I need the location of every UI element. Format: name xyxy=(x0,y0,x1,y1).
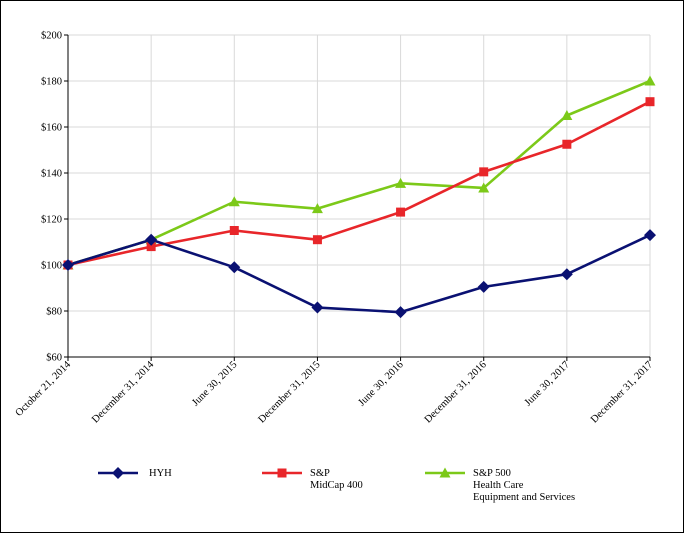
x-tick-label: December 31, 2016 xyxy=(423,359,489,425)
legend-label: S&P 500 xyxy=(473,468,511,479)
y-tick-label: $120 xyxy=(41,215,62,226)
x-tick-label: December 31, 2015 xyxy=(256,359,322,425)
data-point-s-p-500-health-care-equipment-and-services xyxy=(228,196,240,207)
x-tick-label: June 30, 2016 xyxy=(356,359,405,408)
data-point-hyh xyxy=(477,280,490,293)
series-line-s-p-500-health-care-equipment-and-services xyxy=(67,79,651,267)
data-point-s-p-midcap-400 xyxy=(312,235,322,245)
legend-label: MidCap 400 xyxy=(310,480,363,491)
legend-swatch-marker xyxy=(439,467,451,478)
data-point-hyh xyxy=(311,301,324,314)
data-point-hyh xyxy=(394,306,407,319)
x-tick-label: June 30, 2017 xyxy=(523,359,572,408)
data-point-s-p-500-health-care-equipment-and-services xyxy=(311,203,323,214)
series-lines xyxy=(67,79,651,314)
legend-label: S&P xyxy=(310,468,330,479)
data-point-s-p-midcap-400 xyxy=(146,242,156,252)
data-point-s-p-midcap-400 xyxy=(229,226,239,235)
grid-lines xyxy=(68,34,651,358)
series-line-hyh xyxy=(67,233,651,314)
data-point-s-p-500-health-care-equipment-and-services xyxy=(395,177,407,188)
y-tick-label: $60 xyxy=(46,353,62,364)
data-point-hyh xyxy=(228,261,241,274)
data-point-s-p-500-health-care-equipment-and-services xyxy=(478,182,490,193)
data-point-s-p-midcap-400 xyxy=(479,167,489,177)
x-tick-label: June 30, 2015 xyxy=(190,359,239,408)
legend-label: Health Care xyxy=(473,480,524,491)
x-tick-labels: October 21, 2014 December 31, 2014 June 30… xyxy=(14,359,656,426)
y-tick-label: $80 xyxy=(46,307,62,318)
data-point-s-p-midcap-400 xyxy=(645,97,655,107)
data-point-s-p-500-health-care-equipment-and-services xyxy=(561,110,573,120)
legend-swatch-marker xyxy=(277,468,287,478)
x-tick-label: December 31, 2017 xyxy=(589,359,655,425)
legend-label: Equipment and Services xyxy=(473,492,575,503)
y-tick-label: $160 xyxy=(41,123,62,134)
y-tick-label: $100 xyxy=(41,261,62,272)
data-point-hyh xyxy=(62,259,74,271)
data-point-hyh xyxy=(145,233,158,246)
legend-swatch-marker xyxy=(112,467,124,479)
legend-item-hyh: HYH xyxy=(98,467,172,479)
data-point-hyh xyxy=(644,229,656,242)
data-point-s-p-500-health-care-equipment-and-services xyxy=(644,75,656,86)
data-point-s-p-midcap-400 xyxy=(396,207,406,217)
x-tick-label: December 31, 2014 xyxy=(90,359,157,426)
y-tick-label: $180 xyxy=(41,77,62,88)
y-tick-labels: $60 $80 $100 $120 $140 $160 $180 $200 xyxy=(41,31,62,364)
series-markers xyxy=(62,75,656,319)
axes xyxy=(64,34,651,361)
x-tick-label: October 21, 2014 xyxy=(14,359,74,419)
data-point-s-p-midcap-400 xyxy=(562,139,572,149)
data-point-hyh xyxy=(560,268,573,281)
legend-label: HYH xyxy=(149,468,172,479)
y-tick-label: $140 xyxy=(41,169,62,180)
y-tick-label: $200 xyxy=(41,31,62,42)
